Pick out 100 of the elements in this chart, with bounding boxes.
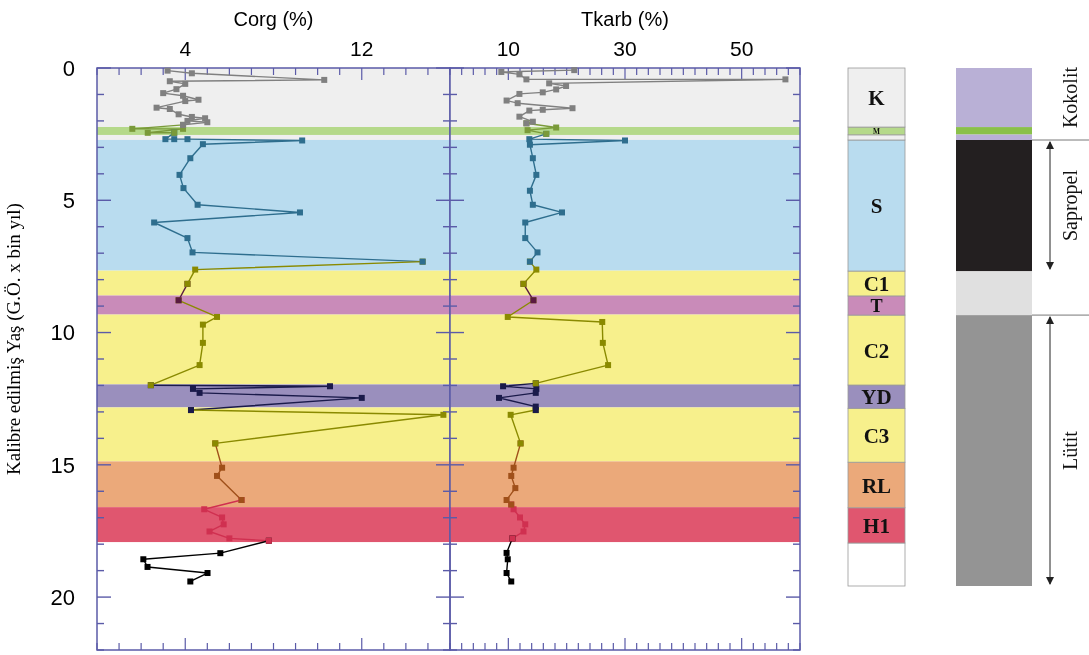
point (206, 528, 213, 535)
point (532, 389, 539, 396)
point (526, 107, 533, 114)
point (296, 209, 303, 216)
point (204, 570, 211, 577)
point (226, 535, 233, 542)
point (194, 201, 201, 208)
point (539, 106, 546, 113)
point (569, 105, 576, 112)
point (526, 141, 533, 148)
bar (956, 315, 1032, 586)
point (503, 549, 510, 556)
point (144, 129, 151, 136)
point (622, 137, 628, 144)
bar (956, 127, 1032, 135)
point (522, 219, 529, 226)
series-label: H1 (863, 513, 890, 538)
point (217, 550, 224, 557)
point (539, 89, 546, 96)
point (144, 563, 151, 570)
y-tick-label: 15 (50, 452, 75, 478)
point (321, 76, 328, 83)
series-label: C1 (863, 272, 890, 297)
point (188, 113, 195, 120)
point (563, 82, 570, 89)
point (514, 100, 521, 107)
point (204, 119, 211, 126)
point (166, 78, 173, 85)
point (171, 136, 178, 143)
point (498, 68, 505, 75)
x-tick-label: 50 (729, 37, 754, 60)
point (522, 235, 529, 242)
point (504, 556, 511, 563)
point (508, 472, 515, 479)
point (507, 411, 514, 418)
point (189, 249, 196, 256)
point (517, 514, 523, 521)
bar (956, 140, 1032, 272)
point (553, 124, 560, 131)
series-label: C3 (863, 423, 890, 448)
point (571, 67, 578, 74)
point (529, 118, 536, 125)
point (510, 464, 517, 471)
x-axis-title: Corg (%) (233, 8, 314, 30)
point (164, 67, 171, 74)
point (503, 97, 510, 104)
point (129, 125, 136, 132)
text: Kokolit (1059, 66, 1081, 129)
series-label: RL (861, 473, 892, 498)
y-tick-label: 5 (62, 187, 75, 213)
point (504, 313, 511, 320)
bar (956, 134, 1032, 140)
point (189, 385, 196, 392)
point (503, 497, 510, 503)
point (188, 70, 195, 77)
point (520, 528, 527, 535)
point (526, 187, 533, 194)
point (192, 266, 199, 273)
text: Lütit (1059, 430, 1081, 470)
point (187, 155, 194, 162)
x-tick-label: 12 (350, 37, 374, 60)
point (599, 318, 606, 325)
y-tick-label: 10 (50, 320, 75, 346)
point (559, 209, 565, 216)
point (214, 313, 221, 320)
point (173, 86, 180, 93)
point (526, 136, 533, 143)
point (496, 394, 502, 401)
x-tick-label: 30 (613, 37, 637, 60)
series-label: K (868, 86, 886, 111)
bar (956, 271, 1032, 316)
point (219, 464, 226, 471)
series-label: S (870, 194, 883, 219)
point (533, 266, 540, 273)
point (534, 249, 541, 256)
point (553, 86, 560, 93)
point (153, 104, 160, 111)
point (140, 556, 147, 563)
point (220, 521, 227, 528)
series-label: YD (861, 385, 892, 410)
y-axis-title: Kalibre edilmiş Yaş (G.Ö. x bin yıl) (3, 203, 25, 475)
point (546, 80, 553, 87)
point (160, 90, 167, 97)
point (500, 383, 507, 390)
point (199, 321, 206, 328)
point (516, 113, 523, 120)
point (214, 472, 221, 479)
point (162, 136, 169, 143)
point (199, 339, 206, 346)
point (175, 111, 182, 118)
point (512, 485, 519, 492)
point (782, 76, 789, 83)
x-tick-label: 4 (179, 37, 192, 60)
point (599, 339, 606, 346)
series-label: T (870, 296, 883, 317)
point (219, 514, 226, 521)
point (176, 171, 183, 178)
point (508, 578, 515, 585)
point (151, 219, 158, 226)
legend-label: Sapropel (1059, 169, 1082, 242)
